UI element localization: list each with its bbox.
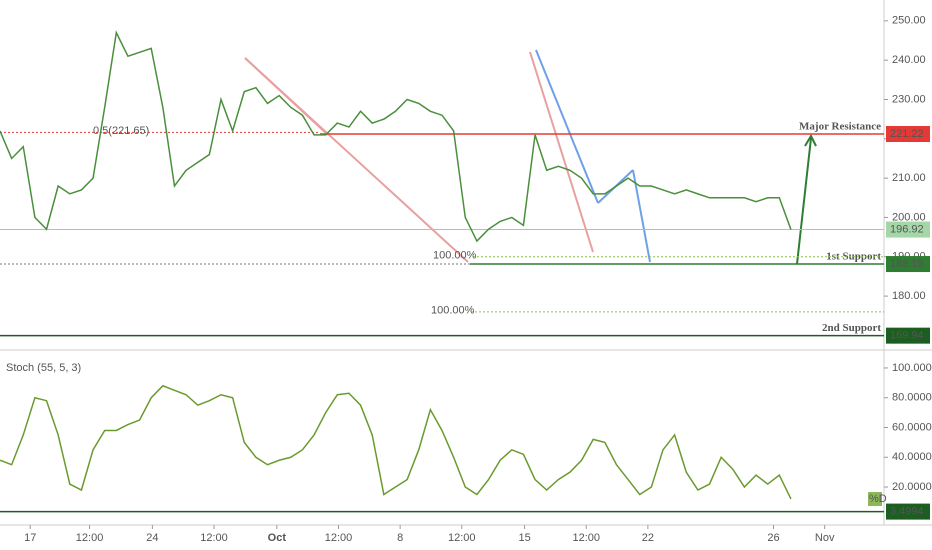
last-price-box	[886, 221, 930, 238]
legend-box	[868, 492, 882, 506]
y-tick-label: 20.0000	[892, 481, 932, 493]
y-tick-label: 210.00	[892, 172, 926, 184]
level-label: 2nd Support	[822, 322, 881, 334]
y-tick-label: 180.00	[892, 290, 926, 302]
y-tick-label: 40.0000	[892, 451, 932, 463]
level-value: 221.22	[890, 128, 924, 140]
x-tick-label: 24	[146, 532, 158, 544]
y-tick-label: 240.00	[892, 54, 926, 66]
level-value: 169.94	[890, 330, 924, 342]
y-tick-label: 230.00	[892, 93, 926, 105]
level-value: 188.15	[890, 258, 924, 270]
level-box	[886, 256, 930, 273]
level-box	[886, 126, 930, 143]
arrows	[244, 49, 817, 265]
x-tick-label: 22	[642, 532, 654, 544]
x-tick-label: 26	[767, 532, 779, 544]
x-tick-label: 12:00	[325, 532, 353, 544]
fib-label: 100.00%	[433, 250, 477, 262]
stoch-level-label: 3.4994	[890, 506, 924, 518]
level-label: Major Resistance	[799, 121, 881, 133]
legend-label: %D	[869, 493, 887, 505]
y-tick-label: 250.00	[892, 15, 926, 27]
y-tick-label: 100.0000	[892, 362, 932, 374]
y-tick-label: 200.00	[892, 211, 926, 223]
series-line	[0, 384, 792, 500]
y-tick-label: 60.0000	[892, 421, 932, 433]
x-tick-label: 15	[518, 532, 530, 544]
last-price-label: 196.92	[890, 223, 924, 235]
x-tick-label: Oct	[268, 532, 287, 544]
x-tick-label: 17	[24, 532, 36, 544]
stoch-level-box	[886, 503, 930, 520]
x-tick-label: 12:00	[572, 532, 600, 544]
fib-label: 0.5(221.65)	[93, 125, 149, 137]
y-tick-label: 80.0000	[892, 392, 932, 404]
x-tick-label: 12:00	[76, 532, 104, 544]
series-line	[0, 30, 792, 243]
fib-label: 100.00%	[431, 305, 475, 317]
x-tick-label: Nov	[815, 532, 835, 544]
x-tick-label: 12:00	[448, 532, 476, 544]
indicator-title: Stoch (55, 5, 3)	[6, 362, 81, 374]
x-tick-label: 8	[397, 532, 403, 544]
level-box	[886, 327, 930, 344]
x-tick-label: 12:00	[200, 532, 228, 544]
